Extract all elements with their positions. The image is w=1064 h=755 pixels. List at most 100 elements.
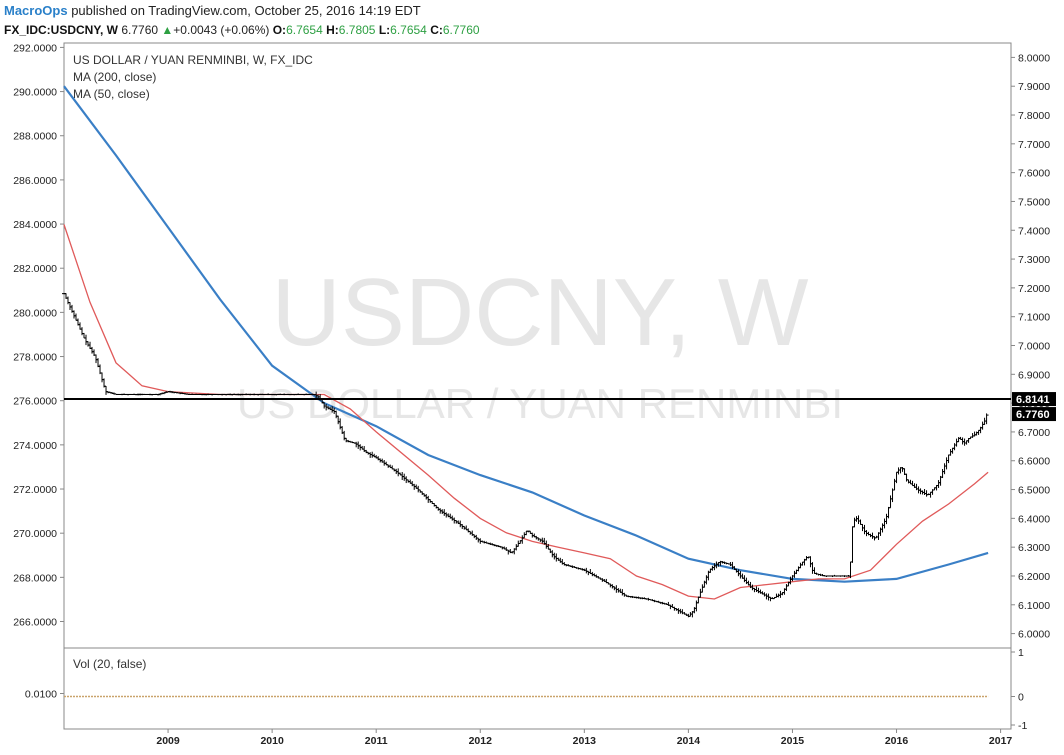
price-bar [710, 565, 715, 571]
vol-right-tick: 0 [1018, 692, 1024, 704]
price-bar [984, 413, 989, 425]
price-bar [420, 491, 425, 495]
legend-vol[interactable]: Vol (20, false) [73, 657, 146, 671]
vol-right-tick: 1 [1018, 647, 1024, 659]
time-tick-label: 2017 [989, 735, 1013, 747]
price-bar [90, 346, 95, 354]
price-bar [888, 495, 893, 509]
price-bar [892, 478, 897, 491]
price-bar [856, 515, 861, 525]
author-name[interactable]: MacroOps [4, 3, 68, 18]
right-price-axis[interactable]: 8.0000 7.9000 7.8000 7.7000 7.6000 7.5000 7.40… [1011, 52, 1050, 641]
price-bar [370, 451, 375, 458]
price-bar [858, 519, 863, 525]
price-bar [796, 566, 801, 572]
watermark-name: US DOLLAR / YUAN RENMINBI [237, 380, 843, 427]
price-bar [74, 313, 79, 321]
open-value: 6.7654 [286, 23, 323, 37]
time-tick-label: 2016 [885, 735, 909, 747]
left-tick-label: 266.0000 [13, 617, 57, 629]
price-bar [904, 473, 909, 482]
left-price-axis[interactable]: 292.0000 290.0000 288.0000 286.0000 284.0000… [13, 42, 64, 629]
hline-price-tag: 6.8141 [1012, 392, 1056, 407]
low-label: L: [378, 23, 391, 37]
price-bar [872, 536, 877, 541]
price-bar [922, 489, 927, 496]
right-tick-label: 6.2000 [1018, 571, 1050, 583]
symbol: FX_IDC:USDCNY, W [4, 23, 119, 37]
price-bar [792, 570, 797, 578]
legend-ma200[interactable]: MA (200, close) [73, 70, 156, 84]
price-bar [554, 553, 559, 562]
price-bar [678, 608, 683, 614]
price-bar [942, 463, 947, 475]
price-bar [862, 524, 867, 535]
price-bar [550, 550, 555, 558]
left-tick-label: 286.0000 [13, 175, 57, 187]
right-tick-label: 6.3000 [1018, 542, 1050, 554]
price-bar [882, 518, 887, 529]
price-bar [762, 592, 767, 597]
price-bar [924, 490, 929, 497]
price-bar [908, 479, 913, 485]
price-bar [410, 481, 415, 487]
price-bar [728, 562, 733, 567]
price-bar [100, 372, 105, 383]
price-bar [886, 506, 891, 519]
price-bar [104, 385, 109, 395]
price-bar [910, 480, 915, 487]
price-bar [368, 452, 373, 458]
price-bar [94, 354, 99, 364]
legend: US DOLLAR / YUAN RENMINBI, W, FX_IDC MA … [73, 53, 313, 671]
published-line: MacroOps published on TradingView.com, O… [4, 2, 421, 20]
left-tick-label: 292.0000 [13, 42, 57, 54]
right-tick-label: 7.0000 [1018, 341, 1050, 353]
right-tick-label: 7.8000 [1018, 110, 1050, 122]
price-bar [670, 604, 675, 608]
price-bar [894, 471, 899, 484]
left-tick-label: 280.0000 [13, 307, 57, 319]
price-bar [78, 322, 83, 330]
right-tick-label: 7.7000 [1018, 139, 1050, 151]
right-tick-label: 6.0000 [1018, 629, 1050, 641]
price-bar [798, 562, 803, 569]
price-bar [402, 473, 407, 481]
price-bar [906, 479, 911, 484]
left-tick-label: 274.0000 [13, 440, 57, 452]
price-bar [880, 523, 885, 533]
volume-pane: 0.0100 1 0 -1 [25, 647, 1028, 732]
open-label: O: [272, 23, 287, 37]
svg-text:6.7760: 6.7760 [1016, 409, 1050, 421]
price-bar [616, 588, 621, 593]
plot-border [63, 42, 1012, 730]
time-tick-label: 2015 [781, 735, 805, 747]
price-bar [552, 552, 557, 560]
price-bar [936, 480, 941, 488]
price-bar [768, 596, 773, 602]
close-label: C: [430, 23, 443, 37]
up-arrow-icon: ▲ [161, 23, 174, 37]
right-tick-label: 6.6000 [1018, 456, 1050, 468]
price-bar [784, 584, 789, 591]
legend-ma50[interactable]: MA (50, close) [73, 87, 150, 101]
price-bar [432, 503, 437, 507]
price-bar [96, 358, 101, 368]
ma200-line[interactable] [63, 85, 989, 583]
time-tick-label: 2011 [365, 735, 388, 747]
price-bar [440, 509, 445, 514]
price-bar [896, 467, 901, 475]
price-bar [342, 430, 347, 441]
right-tick-label: 6.4000 [1018, 513, 1050, 525]
watermark-symbol: USDCNY, W [272, 259, 809, 366]
time-axis[interactable]: 2009 2010 2011 2012 2013 2014 2015 2016 2017 [156, 729, 1012, 747]
price-bar [66, 296, 71, 305]
left-tick-label: 282.0000 [13, 263, 57, 275]
price-bar [954, 438, 959, 447]
price-bar [884, 513, 889, 525]
price-bar [344, 437, 349, 443]
price-bar [86, 341, 91, 347]
price-bar [946, 454, 951, 464]
price-bar [586, 570, 591, 576]
time-tick-label: 2012 [469, 735, 493, 747]
